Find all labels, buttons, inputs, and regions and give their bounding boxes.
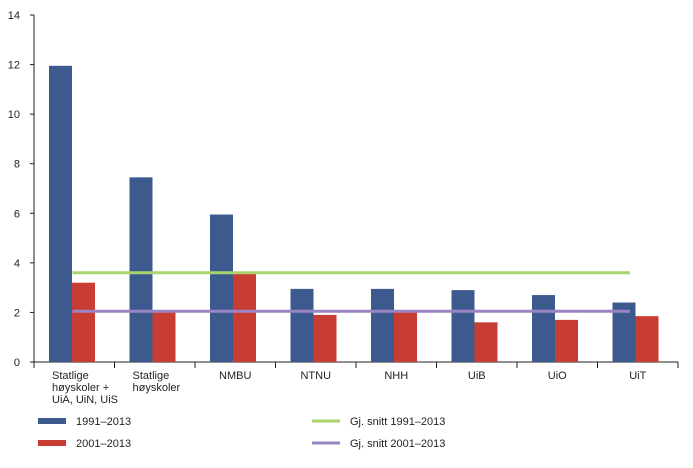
y-tick-label: 8 [14,159,20,171]
bar-series-1 [532,295,555,362]
legend-label: 2001–2013 [76,438,131,450]
bar-series-2 [555,319,578,362]
y-tick-label: 12 [8,60,20,72]
bar-series-1 [451,290,475,362]
bar-series-2 [313,314,337,362]
x-category-label: høyskoler [133,382,181,394]
x-category-label: Statlige [52,370,89,382]
bar-series-2 [233,271,256,362]
y-tick-label: 0 [14,357,20,369]
x-category-label: Statlige [133,370,170,382]
bar-series-2 [474,322,498,362]
y-tick-label: 2 [14,307,20,319]
bar-series-1 [612,302,636,362]
legend-swatch-series-2 [38,440,66,446]
x-category-label: høyskoler + [52,382,109,394]
x-category-label: NHH [384,370,408,382]
bar-series-1 [129,177,153,362]
x-category-label: UiA, UiN, UiS [52,394,118,406]
bar-series-1 [210,214,233,362]
bar-series-1 [290,288,314,362]
legend-label: 1991–2013 [76,416,131,428]
x-category-label: NMBU [219,370,251,382]
bar-series-2 [635,316,659,362]
legend-label: Gj. snitt 2001–2013 [350,438,445,450]
bar-series-2 [72,282,95,362]
y-tick-label: 6 [14,208,20,220]
y-tick-label: 14 [8,10,20,22]
x-category-label: NTNU [300,370,331,382]
x-category-label: UiT [629,370,646,382]
y-tick-label: 4 [14,258,20,270]
bar-series-2 [394,311,417,362]
bar-series-2 [152,311,176,362]
bar-series-1 [371,288,394,362]
y-tick-label: 10 [8,109,20,121]
legend-swatch-series-1 [38,418,66,424]
legend-label: Gj. snitt 1991–2013 [350,416,445,428]
bar-series-1 [49,65,72,362]
x-category-label: UiO [548,370,567,382]
x-category-label: UiB [468,370,486,382]
